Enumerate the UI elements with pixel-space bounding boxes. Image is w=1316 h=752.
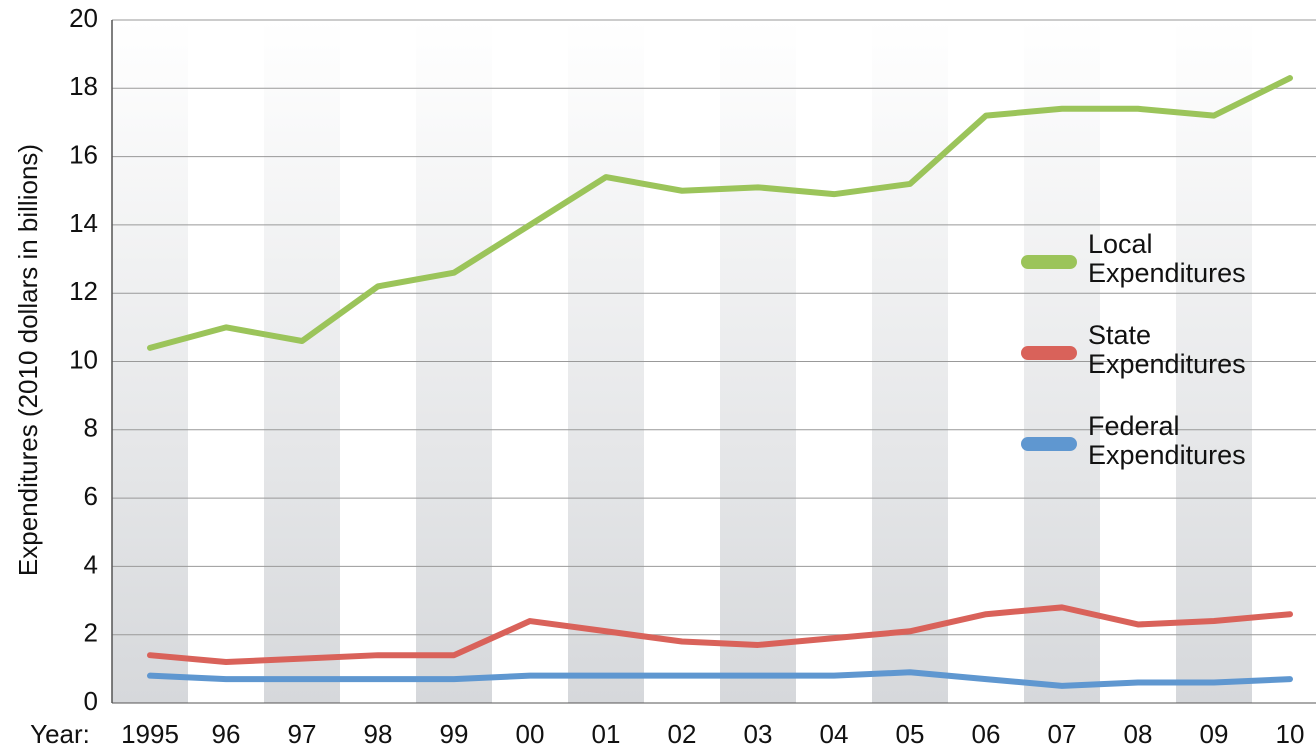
legend-label: State Expenditures [1088,320,1246,379]
series-line [147,604,1293,666]
y-tick-label: 10 [69,344,98,374]
x-tick-label: 04 [820,719,849,749]
x-tick-label: 08 [1124,719,1153,749]
y-tick-label: 20 [69,3,98,33]
x-tick-label: 10 [1276,719,1305,749]
x-tick-label: 02 [668,719,697,749]
series-line [147,75,1293,351]
y-axis-label: Expenditures (2010 dollars in billions) [13,144,43,576]
x-tick-label: 00 [516,719,545,749]
x-tick-label: 03 [744,719,773,749]
x-tick-label: 1995 [121,719,179,749]
x-axis-label: Year: [30,719,90,749]
y-tick-label: 8 [84,413,98,443]
y-tick-label: 14 [69,208,98,238]
legend-label: Federal Expenditures [1088,411,1246,470]
x-tick-label: 01 [592,719,621,749]
x-tick-label: 07 [1048,719,1077,749]
x-tick-label: 06 [972,719,1001,749]
y-tick-label: 6 [84,481,98,511]
y-tick-label: 0 [84,686,98,716]
y-tick-label: 16 [69,139,98,169]
series-line [147,669,1293,689]
y-tick-label: 18 [69,71,98,101]
x-tick-label: 97 [288,719,317,749]
y-tick-label: 2 [84,618,98,648]
x-tick-label: 09 [1200,719,1229,749]
y-tick-label: 4 [84,549,98,579]
x-tick-label: 05 [896,719,925,749]
legend-label: Local Expenditures [1088,229,1246,288]
x-tick-label: 99 [440,719,469,749]
x-tick-label: 98 [364,719,393,749]
y-tick-label: 12 [69,276,98,306]
x-tick-label: 96 [212,719,241,749]
